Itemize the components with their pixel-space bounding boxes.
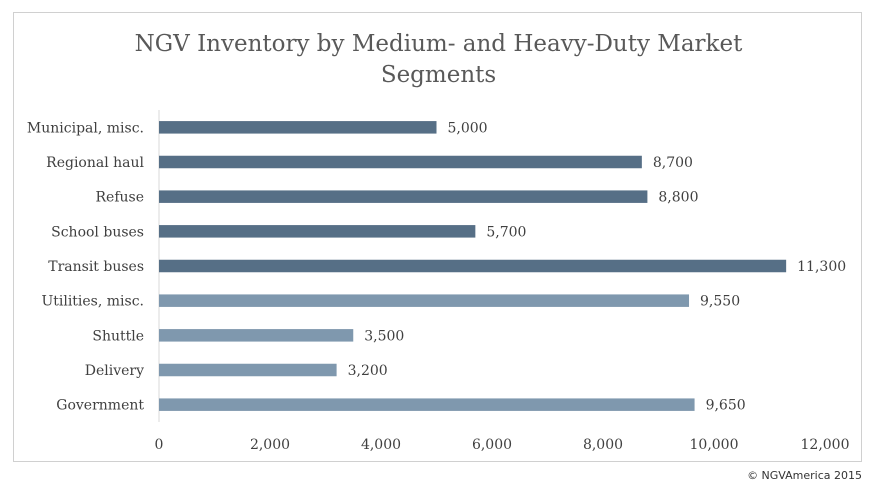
data-label: 3,200: [348, 363, 388, 379]
bar: [159, 259, 787, 273]
category-label: Refuse: [96, 190, 145, 206]
x-tick-label: 6,000: [472, 437, 512, 453]
x-tick-label: 8,000: [583, 437, 623, 453]
category-label: Transit buses: [48, 259, 144, 275]
category-label: Delivery: [85, 363, 144, 379]
bar: [159, 121, 437, 134]
data-label: 9,650: [706, 398, 746, 414]
x-tick-label: 10,000: [690, 437, 739, 453]
x-tick-label: 0: [155, 437, 164, 453]
data-label: 8,700: [653, 155, 693, 171]
category-label: Shuttle: [92, 328, 144, 344]
copyright-footer: © NGVAmerica 2015: [747, 469, 862, 482]
bar: [159, 294, 690, 307]
data-label: 11,300: [797, 259, 846, 275]
category-label: School buses: [51, 224, 144, 240]
chart-frame: NGV Inventory by Medium- and Heavy-Duty …: [13, 12, 862, 462]
data-label: 5,000: [448, 120, 488, 136]
data-label: 5,700: [486, 224, 526, 240]
x-tick-label: 2,000: [250, 437, 290, 453]
category-label: Government: [56, 398, 144, 414]
bar: [159, 398, 695, 411]
data-label: 9,550: [700, 294, 740, 310]
chart-plot: Municipal, misc. 5,000 Regional haul 8,700 R…: [27, 110, 850, 453]
chart-title: NGV Inventory by Medium- and Heavy-Duty …: [134, 31, 743, 88]
bar: [159, 363, 337, 377]
data-label: 3,500: [364, 328, 404, 344]
bar: [159, 329, 354, 342]
bar: [159, 155, 642, 169]
bar: [159, 225, 476, 238]
category-label: Utilities, misc.: [41, 294, 144, 310]
bar: [159, 190, 648, 203]
category-label: Municipal, misc.: [27, 120, 144, 136]
x-tick-label: 12,000: [801, 437, 850, 453]
x-tick-label: 4,000: [361, 437, 401, 453]
data-label: 8,800: [658, 190, 698, 206]
category-label: Regional haul: [46, 155, 144, 171]
